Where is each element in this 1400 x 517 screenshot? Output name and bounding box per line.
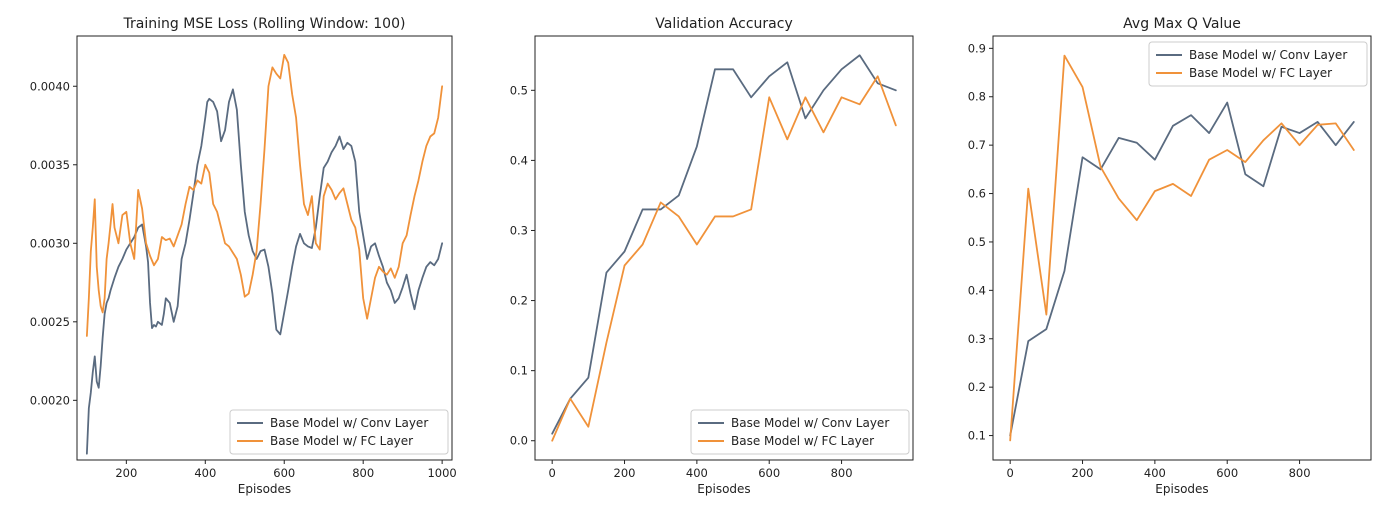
x-tick-label: 200 (1072, 466, 1094, 480)
x-tick-label: 400 (1144, 466, 1166, 480)
x-axis-label: Episodes (1155, 482, 1208, 496)
x-axis-label: Episodes (238, 482, 291, 496)
x-axis-label: Episodes (697, 482, 750, 496)
x-tick-label: 600 (1216, 466, 1238, 480)
y-tick-label: 0.0030 (30, 236, 70, 250)
x-tick-label: 800 (831, 466, 853, 480)
y-tick-label: 0.0025 (30, 315, 70, 329)
x-tick-label: 800 (352, 466, 374, 480)
series-line-fc (551, 75, 897, 442)
plot-frame (76, 35, 453, 461)
x-tick-label: 200 (115, 466, 137, 480)
chart-2: Validation Accuracy 0 200 400 600 800 0.0 0.1 0.… (510, 16, 914, 496)
y-tick-label: 0.5 (510, 83, 528, 97)
chart-1: Training MSE Loss (Rolling Window: 100) 2… (30, 16, 457, 496)
y-tick-label: 0.3 (510, 223, 528, 237)
legend-box (229, 409, 449, 455)
plot-frame (992, 35, 1372, 461)
plot-frame (534, 35, 914, 461)
y-tick-label: 0.1 (968, 429, 986, 443)
y-tick-label: 0.8 (968, 90, 986, 104)
x-tick-label: 400 (194, 466, 216, 480)
legend-box (690, 409, 910, 455)
chart-title: Avg Max Q Value (1123, 16, 1241, 32)
y-tick-label: 0.4 (510, 153, 528, 167)
y-tick-label: 0.9 (968, 41, 986, 55)
legend-box (1148, 41, 1368, 87)
y-tick-label: 0.1 (510, 364, 528, 378)
series-line-fc (1009, 54, 1355, 442)
legend: Base Model w/ Conv Layer Base Model w/ FC… (1148, 41, 1368, 87)
y-tick-label: 0.2 (510, 294, 528, 308)
x-tick-label: 1000 (427, 466, 456, 480)
y-tick-label: 0.5 (968, 235, 986, 249)
series-line-conv (85, 88, 444, 455)
x-tick-label: 400 (686, 466, 708, 480)
y-tick-label: 0.3 (968, 332, 986, 346)
chart-title: Training MSE Loss (Rolling Window: 100) (123, 16, 406, 32)
x-tick-label: 0 (549, 466, 556, 480)
legend: Base Model w/ Conv Layer Base Model w/ FC… (690, 409, 910, 455)
x-tick-label: 600 (273, 466, 295, 480)
y-tick-label: 0.0020 (30, 393, 70, 407)
y-tick-label: 0.6 (968, 187, 986, 201)
y-tick-label: 0.0035 (30, 158, 70, 172)
y-tick-label: 0.0 (510, 434, 528, 448)
x-tick-label: 200 (614, 466, 636, 480)
y-tick-label: 0.7 (968, 138, 986, 152)
chart-3: Avg Max Q Value 0 200 400 600 800 0.1 0.2 0.3 0.4… (968, 16, 1372, 496)
x-tick-label: 800 (1289, 466, 1311, 480)
y-tick-label: 0.0040 (30, 79, 70, 93)
series-line-conv (1009, 101, 1355, 437)
y-tick-label: 0.4 (968, 283, 986, 297)
legend-entry: Base Model w/ FC Layer (731, 434, 874, 448)
x-tick-label: 600 (758, 466, 780, 480)
y-tick-label: 0.2 (968, 380, 986, 394)
legend-entry: Base Model w/ Conv Layer (1189, 48, 1347, 62)
legend-entry: Base Model w/ FC Layer (1189, 66, 1332, 80)
legend-entry: Base Model w/ Conv Layer (731, 416, 889, 430)
legend: Base Model w/ Conv Layer Base Model w/ FC… (229, 409, 449, 455)
series-line-conv (551, 54, 897, 435)
legend-entry: Base Model w/ Conv Layer (270, 416, 428, 430)
legend-entry: Base Model w/ FC Layer (270, 434, 413, 448)
series-line-fc (85, 53, 444, 337)
x-tick-label: 0 (1007, 466, 1014, 480)
chart-title: Validation Accuracy (655, 16, 793, 32)
